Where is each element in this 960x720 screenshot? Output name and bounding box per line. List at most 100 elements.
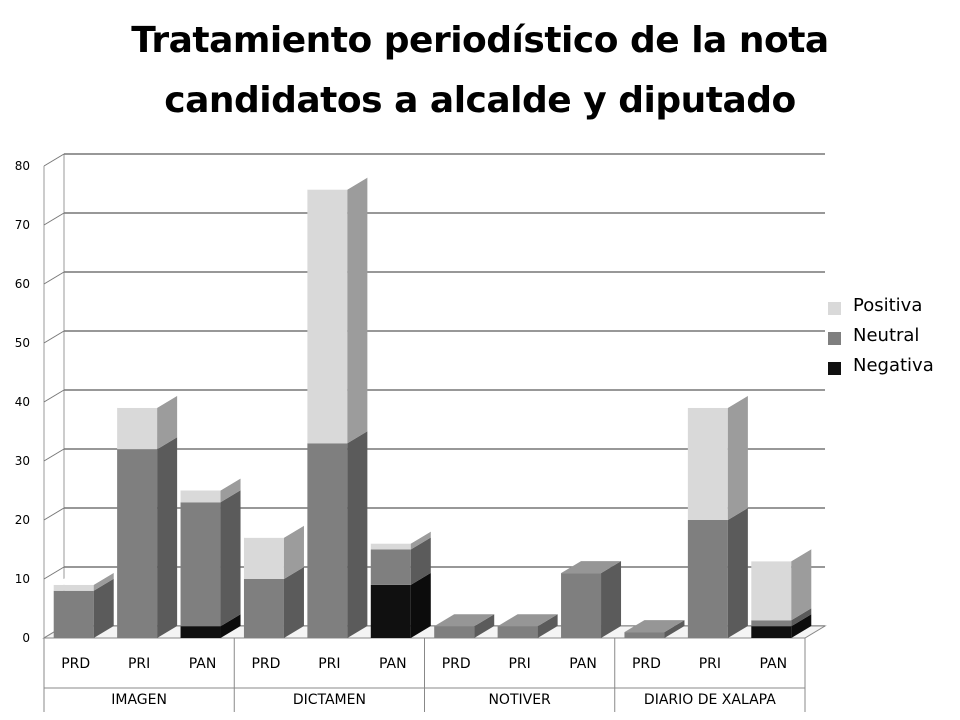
bar-neutral [53, 590, 94, 638]
bar-positiva [117, 407, 158, 450]
bar-top-positiva [243, 525, 304, 538]
y-tick-label: 0 [22, 631, 30, 645]
bar-positiva [687, 407, 728, 520]
bar-neutral [751, 620, 792, 627]
bar-top-positiva [180, 478, 241, 491]
group-label: DIARIO DE XALAPA [644, 692, 776, 708]
y-tick-label: 70 [15, 218, 30, 232]
chart-title-line-2: candidatos a alcalde y diputado [164, 80, 796, 121]
bar-side-positiva [410, 531, 431, 550]
bar-neutral [624, 632, 665, 638]
y-tick-label: 30 [15, 454, 30, 468]
x-tick-label: PAN [759, 656, 787, 672]
gridline-diagonal [43, 448, 65, 462]
group-label: IMAGEN [111, 692, 167, 708]
y-tick-label: 40 [15, 395, 30, 409]
legend-item-negativa: Negativa [828, 350, 934, 380]
y-tick-label: 50 [15, 336, 30, 350]
group-label: DICTAMEN [293, 692, 366, 708]
bar-side-positiva [93, 572, 114, 591]
legend-swatch [828, 331, 841, 345]
gridline-diagonal [43, 507, 65, 521]
bar-neutral [243, 579, 284, 638]
x-tick-label: PRD [61, 656, 90, 672]
bar-positiva [243, 537, 284, 579]
bar-neutral [561, 573, 602, 638]
bar-side-neutral [93, 578, 114, 638]
bar-side-neutral [283, 567, 304, 638]
bar-top-positiva [751, 549, 812, 562]
bar-negativa [751, 626, 792, 638]
x-tick-label: PAN [569, 656, 597, 672]
bar-side-negativa [220, 614, 241, 638]
x-tick-label: PRD [251, 656, 280, 672]
bar-positiva [53, 584, 94, 591]
bar-side-positiva [791, 549, 812, 621]
bar-top-positiva [117, 395, 178, 408]
bar-side-positiva [727, 395, 748, 520]
bar-side-neutral [410, 537, 431, 585]
group-label: NOTIVER [488, 692, 551, 708]
chart-legend: Positiva Neutral Negativa [828, 290, 934, 380]
bar-side-negativa [410, 572, 431, 638]
legend-label: Negativa [853, 354, 934, 376]
legend-swatch [828, 301, 841, 315]
bar-side-neutral [474, 614, 495, 638]
y-tick-label: 20 [15, 513, 30, 527]
bar-side-positiva [347, 177, 368, 444]
bar-top-neutral [434, 614, 495, 627]
bar-negativa [370, 584, 411, 638]
y-tick-label: 10 [15, 572, 30, 586]
bar-negativa [180, 626, 221, 638]
bar-positiva [370, 543, 411, 550]
x-tick-label: PRD [442, 656, 471, 672]
gridline-diagonal [43, 330, 65, 344]
x-tick-label: PAN [189, 656, 217, 672]
bar-top-neutral [561, 561, 622, 574]
bar-side-positiva [157, 395, 178, 450]
legend-label: Neutral [853, 324, 920, 346]
x-tick-label: PRI [699, 656, 721, 672]
x-tick-label: PAN [379, 656, 407, 672]
legend-swatch [828, 361, 841, 375]
bar-neutral [434, 626, 475, 638]
bar-neutral [117, 449, 158, 638]
bar-top-positiva [370, 531, 431, 544]
x-tick-label: PRI [318, 656, 340, 672]
gridline-diagonal [43, 212, 65, 226]
bar-side-neutral [791, 608, 812, 627]
gridline-diagonal [43, 271, 65, 285]
x-tick-label: PRD [632, 656, 661, 672]
y-tick-label: 60 [15, 277, 30, 291]
bar-side-positiva [220, 478, 241, 503]
bar-top-neutral [624, 620, 685, 633]
gridline-diagonal [43, 153, 65, 167]
legend-item-neutral: Neutral [828, 320, 934, 350]
legend-item-positiva: Positiva [828, 290, 934, 320]
y-tick-label: 80 [15, 159, 30, 173]
bar-side-negativa [791, 614, 812, 638]
bar-top-positiva [53, 572, 114, 585]
bar-positiva [307, 189, 348, 444]
bar-neutral [497, 626, 538, 638]
bar-side-neutral [664, 620, 685, 638]
bar-top-positiva [307, 177, 368, 190]
bar-side-neutral [220, 490, 241, 627]
gridline-diagonal [43, 566, 65, 580]
bar-neutral [687, 520, 728, 638]
bar-side-neutral [157, 437, 178, 638]
bar-top-neutral [497, 614, 558, 627]
chart-title-line-1: Tratamiento periodístico de la nota [131, 20, 829, 61]
bar-neutral [307, 443, 348, 638]
bar-side-neutral [347, 431, 368, 638]
bar-neutral [180, 502, 221, 627]
bar-top-positiva [687, 395, 748, 408]
gridline-diagonal [43, 389, 65, 403]
x-tick-label: PRI [128, 656, 150, 672]
bar-side-neutral [601, 561, 622, 638]
bar-side-neutral [537, 614, 558, 638]
x-tick-label: PRI [508, 656, 530, 672]
legend-label: Positiva [853, 294, 923, 316]
bar-positiva [751, 561, 792, 621]
